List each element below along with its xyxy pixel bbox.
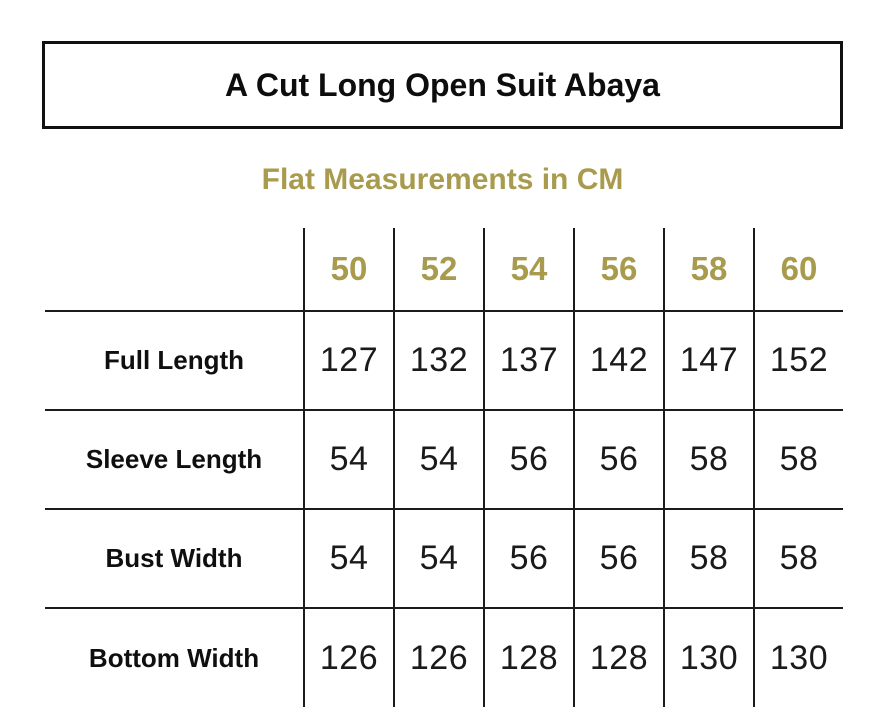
table-cell: 130 xyxy=(753,607,843,707)
row-label-sleeve-length: Sleeve Length xyxy=(45,409,303,508)
table-cell: 128 xyxy=(573,607,663,707)
page-title: A Cut Long Open Suit Abaya xyxy=(225,66,660,103)
table-cell: 58 xyxy=(753,508,843,607)
table-cell: 54 xyxy=(393,508,483,607)
size-header-54: 54 xyxy=(483,228,573,310)
row-label-bust-width: Bust Width xyxy=(45,508,303,607)
size-header-50: 50 xyxy=(303,228,393,310)
size-table: 50 52 54 56 58 60 Full Length 127 132 13… xyxy=(45,228,843,707)
table-cell: 58 xyxy=(753,409,843,508)
corner-cell xyxy=(45,228,303,310)
table-cell: 147 xyxy=(663,310,753,409)
table-cell: 54 xyxy=(303,409,393,508)
table-cell: 127 xyxy=(303,310,393,409)
table-cell: 58 xyxy=(663,508,753,607)
row-label-full-length: Full Length xyxy=(45,310,303,409)
size-header-56: 56 xyxy=(573,228,663,310)
subtitle: Flat Measurements in CM xyxy=(261,163,624,196)
table-cell: 126 xyxy=(303,607,393,707)
size-header-52: 52 xyxy=(393,228,483,310)
table-cell: 58 xyxy=(663,409,753,508)
table-cell: 56 xyxy=(573,508,663,607)
table-cell: 56 xyxy=(483,409,573,508)
table-cell: 142 xyxy=(573,310,663,409)
table-cell: 56 xyxy=(483,508,573,607)
table-cell: 126 xyxy=(393,607,483,707)
row-label-bottom-width: Bottom Width xyxy=(45,607,303,707)
table-cell: 128 xyxy=(483,607,573,707)
table-cell: 130 xyxy=(663,607,753,707)
table-cell: 137 xyxy=(483,310,573,409)
table-cell: 132 xyxy=(393,310,483,409)
table-cell: 54 xyxy=(303,508,393,607)
table-cell: 152 xyxy=(753,310,843,409)
table-cell: 54 xyxy=(393,409,483,508)
title-box: A Cut Long Open Suit Abaya xyxy=(42,41,843,129)
size-header-58: 58 xyxy=(663,228,753,310)
size-header-60: 60 xyxy=(753,228,843,310)
table-cell: 56 xyxy=(573,409,663,508)
